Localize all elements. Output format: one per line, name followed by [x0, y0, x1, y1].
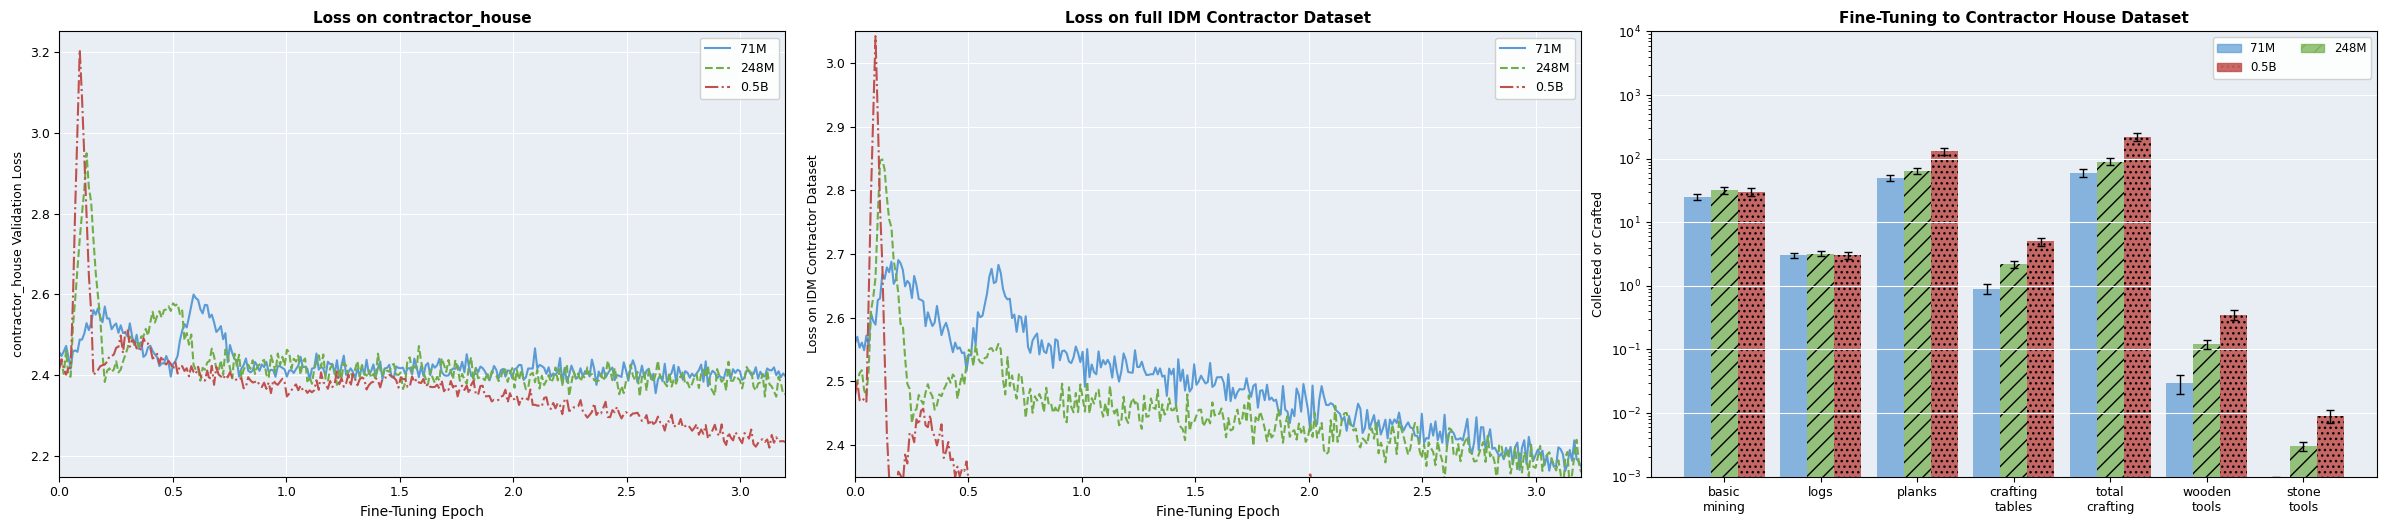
- Bar: [2070, 173, 2097, 530]
- Title: Loss on full IDM Contractor Dataset: Loss on full IDM Contractor Dataset: [1065, 11, 1371, 26]
- Legend: 71M, 248M, 0.5B: 71M, 248M, 0.5B: [700, 38, 778, 99]
- Y-axis label: Loss on IDM Contractor Dataset: Loss on IDM Contractor Dataset: [807, 155, 819, 354]
- Bar: [1808, 254, 1834, 530]
- Bar: [1781, 255, 1808, 530]
- Bar: [2027, 241, 2054, 530]
- Bar: [2123, 137, 2152, 530]
- Bar: [1972, 289, 2001, 530]
- Y-axis label: contractor_house Validation Loss: contractor_house Validation Loss: [12, 151, 24, 357]
- Bar: [1738, 192, 1765, 530]
- Bar: [1903, 171, 1932, 530]
- Bar: [2192, 344, 2221, 530]
- Bar: [2290, 446, 2316, 530]
- Bar: [2097, 162, 2123, 530]
- Legend: 71M, 0.5B, 248M: 71M, 0.5B, 248M: [2214, 37, 2371, 78]
- Y-axis label: Collected or Crafted: Collected or Crafted: [1593, 191, 1605, 317]
- Bar: [2166, 383, 2192, 530]
- Bar: [1834, 255, 1860, 530]
- Title: Fine-Tuning to Contractor House Dataset: Fine-Tuning to Contractor House Dataset: [1839, 11, 2190, 26]
- Bar: [2001, 264, 2027, 530]
- Bar: [2316, 416, 2345, 530]
- Bar: [1684, 197, 1710, 530]
- Bar: [2264, 483, 2290, 530]
- Bar: [2221, 315, 2247, 530]
- Bar: [1877, 178, 1903, 530]
- X-axis label: Fine-Tuning Epoch: Fine-Tuning Epoch: [1156, 505, 1280, 519]
- X-axis label: Fine-Tuning Epoch: Fine-Tuning Epoch: [361, 505, 485, 519]
- Title: Loss on contractor_house: Loss on contractor_house: [313, 11, 533, 27]
- Bar: [1710, 190, 1738, 530]
- Bar: [1932, 152, 1958, 530]
- Legend: 71M, 248M, 0.5B: 71M, 248M, 0.5B: [1495, 38, 1576, 99]
